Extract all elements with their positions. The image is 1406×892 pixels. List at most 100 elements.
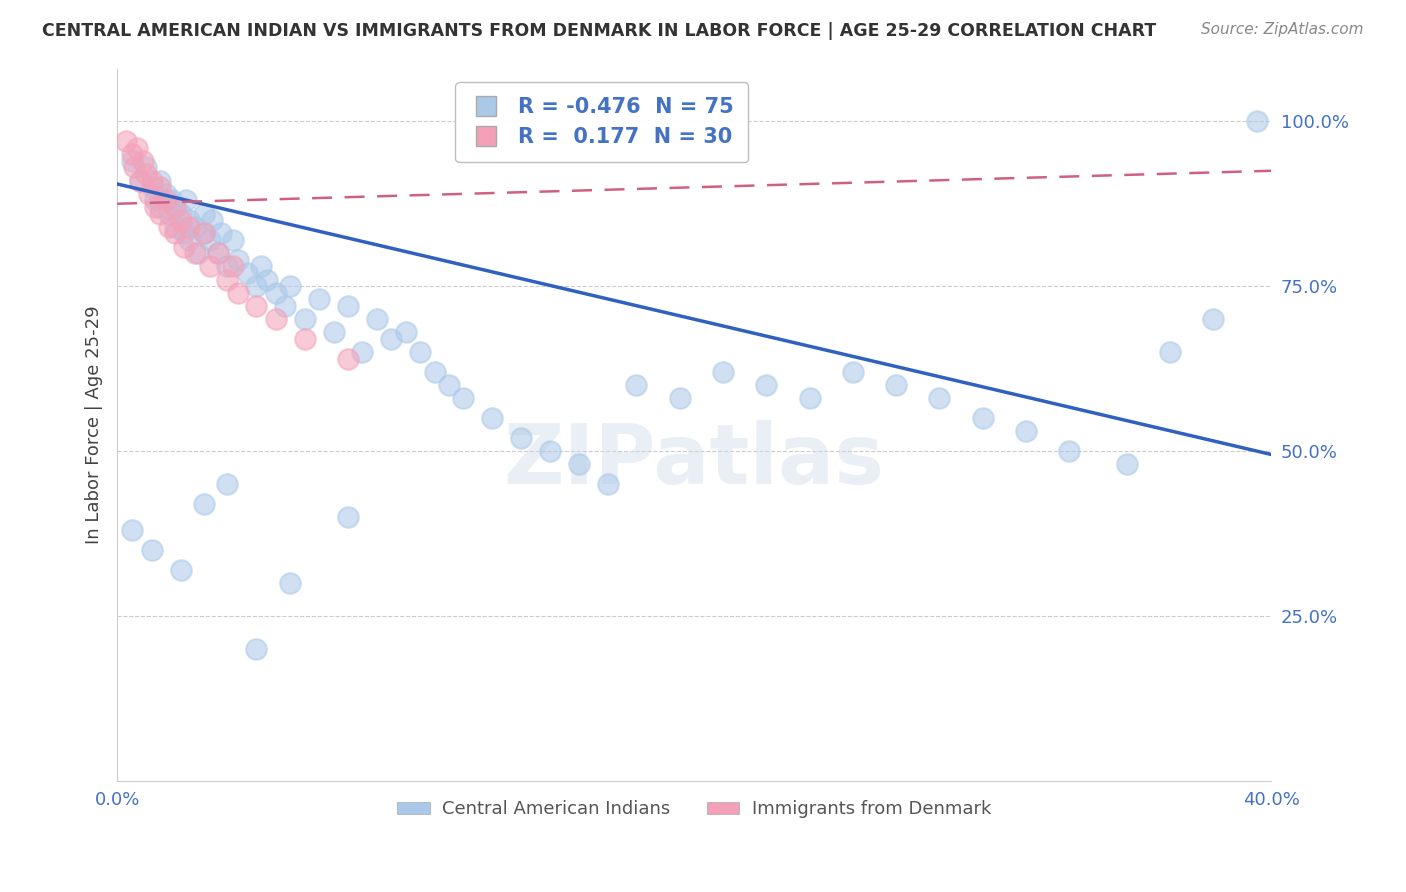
Point — [273, 299, 295, 313]
Point — [124, 161, 146, 175]
Legend: Central American Indians, Immigrants from Denmark: Central American Indians, Immigrants fro… — [389, 793, 998, 825]
Point — [596, 477, 619, 491]
Point — [179, 219, 201, 234]
Point — [215, 260, 238, 274]
Point — [143, 194, 166, 208]
Point — [193, 207, 215, 221]
Point — [352, 345, 374, 359]
Point — [187, 246, 209, 260]
Point — [155, 186, 177, 201]
Point — [409, 345, 432, 359]
Point — [928, 392, 950, 406]
Point — [184, 246, 207, 260]
Point — [256, 272, 278, 286]
Point — [236, 266, 259, 280]
Point — [278, 576, 301, 591]
Point — [193, 497, 215, 511]
Point — [481, 411, 503, 425]
Point — [163, 219, 186, 234]
Y-axis label: In Labor Force | Age 25-29: In Labor Force | Age 25-29 — [86, 305, 103, 544]
Point — [250, 260, 273, 274]
Point — [173, 227, 195, 241]
Point — [264, 285, 287, 300]
Point — [179, 233, 201, 247]
Point — [163, 200, 186, 214]
Point — [149, 180, 172, 194]
Point — [1057, 444, 1080, 458]
Point — [215, 477, 238, 491]
Point — [1202, 312, 1225, 326]
Point — [437, 378, 460, 392]
Point — [884, 378, 907, 392]
Point — [221, 233, 243, 247]
Point — [799, 392, 821, 406]
Point — [380, 332, 402, 346]
Point — [149, 174, 172, 188]
Point — [453, 392, 475, 406]
Point — [157, 219, 180, 234]
Point — [207, 246, 229, 260]
Point — [1115, 458, 1137, 472]
Point — [163, 227, 186, 241]
Point — [245, 299, 267, 313]
Point — [510, 431, 533, 445]
Point — [842, 365, 865, 379]
Point — [207, 246, 229, 260]
Point — [294, 312, 316, 326]
Point — [228, 285, 250, 300]
Point — [423, 365, 446, 379]
Point — [121, 153, 143, 168]
Point — [1246, 114, 1268, 128]
Text: Source: ZipAtlas.com: Source: ZipAtlas.com — [1201, 22, 1364, 37]
Text: ZIPatlas: ZIPatlas — [503, 420, 884, 501]
Point — [1015, 425, 1038, 439]
Point — [972, 411, 994, 425]
Point — [157, 207, 180, 221]
Point — [169, 563, 191, 577]
Point — [121, 524, 143, 538]
Point — [179, 213, 201, 227]
Point — [336, 510, 359, 524]
Point — [193, 227, 215, 241]
Point — [160, 194, 183, 208]
Point — [366, 312, 388, 326]
Point — [245, 279, 267, 293]
Point — [138, 186, 160, 201]
Point — [132, 153, 155, 168]
Point — [278, 279, 301, 293]
Point — [264, 312, 287, 326]
Point — [149, 200, 172, 214]
Point — [336, 351, 359, 366]
Point — [129, 174, 152, 188]
Point — [201, 213, 224, 227]
Point — [538, 444, 561, 458]
Point — [215, 272, 238, 286]
Point — [135, 167, 157, 181]
Point — [184, 219, 207, 234]
Point — [127, 141, 149, 155]
Point — [198, 233, 221, 247]
Point — [221, 260, 243, 274]
Point — [198, 260, 221, 274]
Point — [228, 252, 250, 267]
Point — [141, 180, 163, 194]
Point — [115, 134, 138, 148]
Point — [155, 194, 177, 208]
Point — [169, 213, 191, 227]
Point — [143, 200, 166, 214]
Point — [163, 200, 186, 214]
Point — [193, 227, 215, 241]
Point — [173, 240, 195, 254]
Point — [308, 293, 330, 307]
Point — [176, 194, 198, 208]
Point — [322, 326, 344, 340]
Point — [711, 365, 734, 379]
Point — [294, 332, 316, 346]
Point — [209, 227, 232, 241]
Point — [568, 458, 591, 472]
Point — [141, 174, 163, 188]
Point — [1159, 345, 1181, 359]
Point — [129, 174, 152, 188]
Point — [336, 299, 359, 313]
Point — [141, 543, 163, 558]
